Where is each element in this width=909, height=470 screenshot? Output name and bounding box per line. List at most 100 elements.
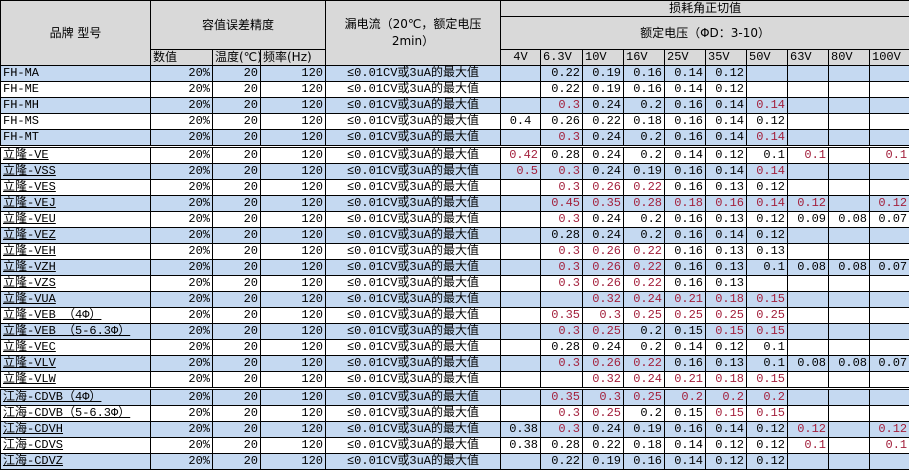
tan-delta-cell-text: 0.15 [715,406,744,421]
tan-delta-cell: 0.16 [664,179,706,196]
tolerance-cell-text: 20% [188,180,210,195]
tan-delta-cell-text: 0.28 [551,148,580,163]
model-name-cell[interactable]: 立隆-VE [0,145,151,164]
model-name-cell[interactable]: 江海-CDVZ [0,453,151,470]
tan-delta-cell-text: 0.26 [592,276,621,291]
tan-delta-cell [500,371,541,389]
model-name-cell: FH-MS [0,113,151,130]
frequency-cell-text: 120 [301,324,323,339]
tan-delta-cell-text: 0.16 [674,244,703,259]
tan-delta-cell [787,179,829,196]
tan-delta-cell-text: 0.38 [509,438,538,453]
model-name-cell-text[interactable]: 立隆-VE [3,148,49,163]
model-name-cell[interactable]: 立隆-VEB （4Φ） [0,307,151,324]
temperature-cell: 20 [212,65,261,82]
tan-delta-cell: 0.13 [705,355,747,372]
tan-delta-cell: 0.12 [787,195,829,212]
tan-delta-cell [828,113,870,130]
tan-delta-cell-text: 0.24 [592,130,621,145]
tan-delta-cell-text: 0.13 [715,356,744,371]
model-name-cell[interactable]: 立隆-VUA [0,291,151,308]
tan-delta-cell: 0.1 [746,259,788,276]
tan-delta-cell: 0.12 [746,437,788,454]
model-name-cell[interactable]: 立隆-VEB （5-6.3Φ） [0,323,151,340]
model-name-cell[interactable]: 江海-CDVB（5-6.3Φ） [0,405,151,422]
model-name-cell[interactable]: 立隆-VZS [0,275,151,292]
tan-delta-cell: 0.26 [582,259,624,276]
model-name-cell-text[interactable]: 立隆-VSS [3,164,56,179]
model-name-cell[interactable]: 立隆-VEZ [0,227,151,244]
tan-delta-cell-text: 0.12 [797,422,826,437]
tan-delta-cell: 0.14 [664,65,706,82]
model-name-cell[interactable]: 江海-CDVH [0,421,151,438]
tan-delta-cell: 0.22 [540,453,583,470]
frequency-cell-text: 120 [301,130,323,145]
table-row: 立隆-VE 20% 20 120 ≤0.01CV或3uA的最大值 0.42 0.28 0.24… [0,145,909,164]
model-name-cell-text[interactable]: 江海-CDVB（4Φ） [3,390,102,405]
tan-delta-cell-text: 0.21 [674,292,703,307]
temperature-cell-text: 20 [243,148,258,163]
tan-delta-cell [828,437,870,454]
model-name-cell[interactable]: 立隆-VEC [0,339,151,356]
model-name-cell-text[interactable]: 立隆-VEC [3,340,56,355]
model-name-cell[interactable]: 江海-CDVS [0,437,151,454]
leakage-cell-text: ≤0.01CV或3uA的最大值 [346,98,479,113]
tan-delta-cell: 0.12 [746,179,788,196]
model-name-cell[interactable]: 立隆-VEU [0,211,151,228]
tan-delta-cell-text: 0.18 [633,114,662,129]
model-name-cell-text[interactable]: 立隆-VUA [3,292,56,307]
tan-delta-cell [868,453,909,470]
model-name-cell[interactable]: 立隆-VEH [0,243,151,260]
leakage-cell: ≤0.01CV或3uA的最大值 [325,323,501,340]
tan-delta-cell-text: 0.2 [640,324,662,339]
model-name-cell-text[interactable]: 江海-CDVH [3,422,64,437]
model-name-cell-text[interactable]: 立隆-VLW [3,372,56,387]
tan-delta-cell-text: 0.1 [763,148,785,163]
model-name-cell[interactable]: 立隆-VEJ [0,195,151,212]
model-name-cell-text[interactable]: 立隆-VES [3,180,56,195]
tan-delta-cell-text: 0.12 [878,422,908,437]
tan-delta-cell-text: 0.22 [633,260,662,275]
model-name-cell-text[interactable]: 立隆-VEB （4Φ） [3,308,102,323]
model-name-cell[interactable]: 立隆-VES [0,179,151,196]
temperature-cell: 20 [212,243,261,260]
model-name-cell-text[interactable]: 立隆-VLV [3,356,56,371]
tan-delta-cell-text: 0.3 [558,98,580,113]
tan-delta-cell: 0.35 [540,307,583,324]
tan-delta-cell: 0.24 [582,97,624,114]
tan-delta-cell-text: 0.12 [715,454,744,469]
tan-delta-cell [500,81,541,98]
model-name-cell-text[interactable]: 立隆-VEU [3,212,56,227]
table-row: 江海-CDVZ 20% 20 120 ≤0.01CV或3uA的最大值 0.22 0.19 0.… [0,453,909,470]
model-name-cell-text[interactable]: 立隆-VEB （5-6.3Φ） [3,324,131,339]
tan-delta-cell-text: 0.5 [516,164,538,179]
tolerance-cell-text: 20% [188,228,210,243]
model-name-cell-text[interactable]: 立隆-VZH [3,260,56,275]
tan-delta-cell: 0.2 [623,145,665,164]
model-name-cell-text[interactable]: 立隆-VZS [3,276,56,291]
tolerance-cell: 20% [150,81,213,98]
model-name-cell[interactable]: 江海-CDVB（4Φ） [0,387,151,406]
temperature-cell-text: 20 [243,82,258,97]
temperature-cell-text: 20 [243,406,258,421]
tan-delta-cell: 0.22 [623,179,665,196]
tan-delta-cell [500,211,541,228]
tan-delta-cell-text: 0.25 [674,308,703,323]
model-name-cell-text[interactable]: 江海-CDVZ [3,454,64,469]
model-name-cell[interactable]: 立隆-VLW [0,371,151,389]
model-name-cell-text[interactable]: 江海-CDVB（5-6.3Φ） [3,406,131,421]
model-name-cell-text[interactable]: 立隆-VEZ [3,228,56,243]
tan-delta-cell [746,81,788,98]
tan-delta-cell-text: 0.3 [558,130,580,145]
table-row: 立隆-VEJ 20% 20 120 ≤0.01CV或3uA的最大值 0.45 0.35 0.2… [0,195,909,212]
model-name-cell-text[interactable]: 江海-CDVS [3,438,64,453]
leakage-cell: ≤0.01CV或3uA的最大值 [325,163,501,180]
model-name-cell-text[interactable]: 立隆-VEH [3,244,56,259]
model-name-cell-text[interactable]: 立隆-VEJ [3,196,56,211]
tolerance-cell: 20% [150,437,213,454]
model-name-cell[interactable]: 立隆-VSS [0,163,151,180]
table-row: FH-ME 20% 20 120 ≤0.01CV或3uA的最大值 0.22 0.19 0.16… [0,81,909,98]
model-name-cell[interactable]: 立隆-VZH [0,259,151,276]
tan-delta-cell-text: 0.18 [715,292,744,307]
model-name-cell[interactable]: 立隆-VLV [0,355,151,372]
